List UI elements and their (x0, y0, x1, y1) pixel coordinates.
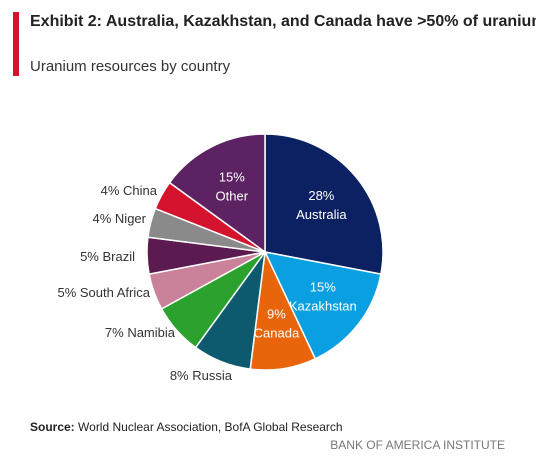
slice-value: 5% (57, 285, 76, 300)
chart-title: Exhibit 2: Australia, Kazakhstan, and Ca… (30, 13, 536, 30)
slice-label: 7% Namibia (105, 325, 176, 340)
slice-label: 5% Brazil (80, 249, 135, 264)
brand: BANK OF AMERICA INSTITUTE (330, 438, 505, 452)
chart-subtitle: Uranium resources by country (30, 58, 231, 75)
source-label: Source: (30, 420, 75, 434)
slice-name: Canada (254, 326, 300, 341)
slice-name: Russia (192, 368, 233, 383)
slice-value: 4% (101, 183, 120, 198)
pie-slice (168, 133, 266, 254)
slice-value: 7% (105, 325, 124, 340)
source-text: World Nuclear Association, BofA Global R… (78, 420, 343, 434)
slice-name: Brazil (102, 249, 135, 264)
slice-value: 15% (310, 279, 336, 294)
slice-label: 5% South Africa (57, 285, 150, 300)
pie-slice (263, 250, 382, 360)
slice-value: 28% (308, 188, 334, 203)
slice-label: 4% Niger (93, 211, 147, 226)
slice-name: Kazakhstan (289, 298, 357, 313)
slice-name: South Africa (80, 285, 151, 300)
pie-slice (264, 133, 384, 275)
slice-label: 4% China (101, 183, 158, 198)
slice-value: 5% (80, 249, 99, 264)
slice-value: 15% (219, 169, 245, 184)
slice-label: 8% Russia (170, 368, 233, 383)
accent-bar (13, 12, 19, 76)
slice-value: 9% (267, 307, 286, 322)
slice-name: Other (216, 188, 249, 203)
slice-name: Niger (115, 211, 147, 226)
slice-name: Australia (296, 207, 347, 222)
slice-name: China (123, 183, 158, 198)
source: Source: World Nuclear Association, BofA … (30, 420, 343, 434)
slice-value: 4% (93, 211, 112, 226)
slice-name: Namibia (127, 325, 175, 340)
slice-value: 8% (170, 368, 189, 383)
